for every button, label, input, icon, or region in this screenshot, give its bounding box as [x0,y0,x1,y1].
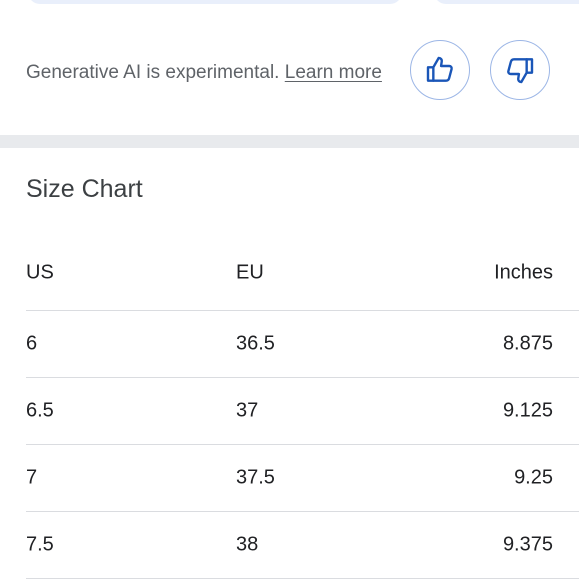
size-chart-table: US EU Inches 6 36.5 8.875 6.5 37 9.125 7… [26,236,579,579]
cell-eu: 37 [236,399,259,422]
cell-eu: 37.5 [236,466,275,489]
section-divider [0,135,579,148]
header-us: US [26,261,54,284]
cell-inches: 9.125 [502,399,553,422]
suggestion-chip[interactable] [434,0,579,4]
cell-us: 7 [26,466,38,489]
table-row: 6 36.5 8.875 [26,311,579,378]
cell-us: 6 [26,332,38,355]
table-header-row: US EU Inches [26,236,579,311]
cell-inches: 9.375 [502,533,553,556]
cell-eu: 38 [236,533,259,556]
ai-disclaimer: Generative AI is experimental. Learn mor… [26,62,382,84]
cell-us: 6.5 [26,399,54,422]
thumbs-down-icon [507,58,534,84]
thumbs-up-icon [426,56,453,82]
size-chart-title: Size Chart [26,175,143,203]
table-row: 7 37.5 9.25 [26,445,579,512]
thumbs-up-button[interactable] [410,40,470,100]
cell-inches: 9.25 [514,466,553,489]
learn-more-link[interactable]: Learn more [284,62,382,83]
table-row: 6.5 37 9.125 [26,378,579,445]
header-eu: EU [236,261,264,284]
cell-eu: 36.5 [236,332,275,355]
cell-inches: 8.875 [502,332,553,355]
disclaimer-text: Generative AI is experimental. [26,62,280,83]
header-inches: Inches [494,261,553,284]
table-row: 7.5 38 9.375 [26,512,579,579]
cell-us: 7.5 [26,533,54,556]
thumbs-down-button[interactable] [490,40,550,100]
suggestion-chip[interactable] [28,0,402,4]
